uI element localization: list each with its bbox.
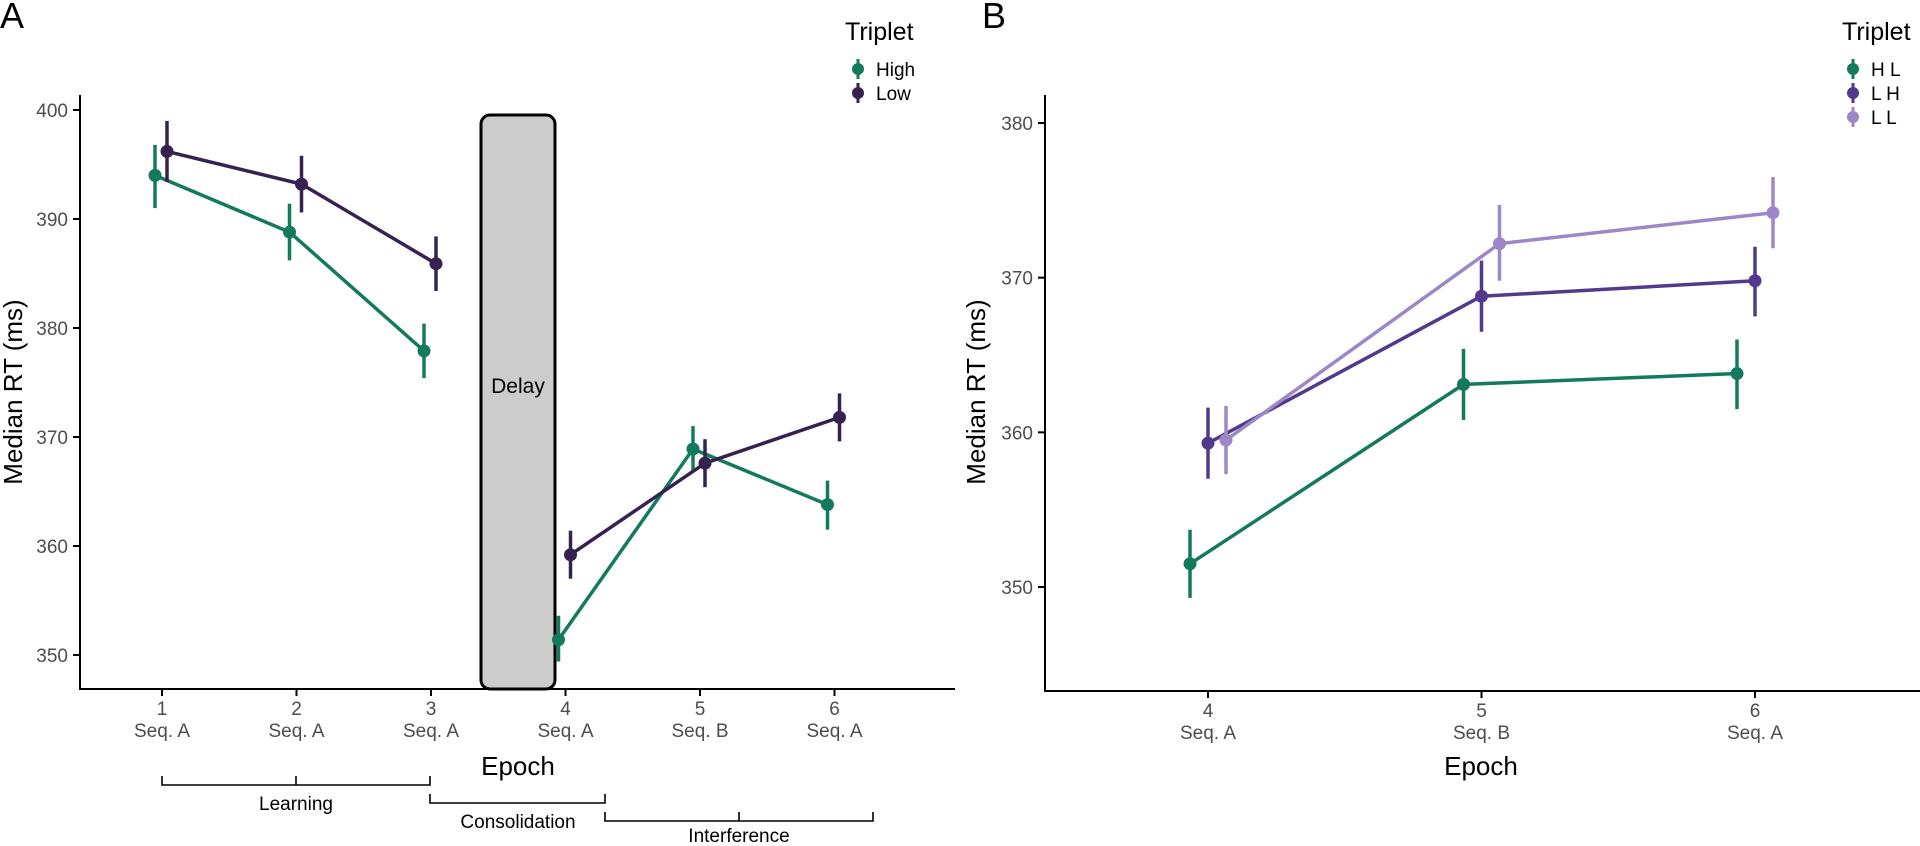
data-point [295,177,308,191]
x-tick-label-epoch: 1 [157,699,168,720]
phase-label-consolidation: Consolidation [460,812,575,833]
y-tick-label: 380 [36,319,68,340]
x-tick-label-sequence: Seq. A [807,721,863,742]
x-tick-label-epoch: 6 [829,699,840,720]
series-low [160,120,846,579]
x-tick-label-epoch: 2 [291,699,302,720]
y-tick-label: 360 [36,537,68,558]
legend-label: H L [1871,60,1901,81]
legend-key-point [1847,87,1859,99]
phase-brackets [161,776,874,822]
x-tick-label-sequence: Seq. B [1453,723,1510,744]
panel-a-x-axis-title: Epoch [481,751,555,781]
x-tick-label-epoch: 4 [560,699,571,720]
phase-label-learning: Learning [259,794,333,815]
data-point [1219,433,1233,447]
data-point [698,456,712,470]
bracket-consolidation [429,794,606,804]
y-tick-label: 360 [1001,423,1033,444]
data-point [1766,206,1780,220]
data-point [821,498,834,512]
phase-label-interference: Interference [688,826,789,846]
x-tick-label-sequence: Seq. B [671,721,728,742]
y-tick-label: 370 [1001,269,1033,290]
series-l-l [1219,177,1780,475]
y-tick-label: 390 [36,210,68,231]
panel-b-legend-title: Triplet [1842,18,1911,46]
x-tick-label-sequence: Seq. A [134,721,190,742]
legend-label: L L [1871,108,1897,129]
y-tick-label: 350 [36,646,68,667]
bracket-learning [161,776,431,786]
panel-b-label: B [982,0,1006,36]
data-point [833,410,846,424]
y-tick-label: 370 [36,428,68,449]
legend-key-point [1847,111,1859,123]
data-point [686,442,700,456]
x-tick-label-sequence: Seq. A [1727,723,1783,744]
series-line-high [154,173,426,353]
x-tick-label-epoch: 5 [695,699,706,720]
x-tick-label-sequence: Seq. A [1180,723,1236,744]
panel-b-legend: Triplet H L L H L L [1842,18,1911,129]
legend-key-point [852,87,864,99]
data-point [148,168,162,182]
data-point [160,144,174,158]
y-tick-label: 350 [1001,578,1033,599]
legend-key-point [852,63,864,75]
data-point [1475,289,1488,303]
legend-label: Low [876,84,911,105]
y-tick-label: 380 [1001,114,1033,135]
series-h-l [1183,339,1744,598]
x-tick-label-sequence: Seq. A [403,721,459,742]
data-point [417,344,431,358]
x-tick-label-epoch: 6 [1750,701,1761,722]
panel-b-y-axis-title: Median RT (ms) [961,299,991,484]
x-tick-label-epoch: 5 [1476,701,1487,722]
legend-label: High [876,60,915,81]
data-point [1201,436,1215,450]
data-point [1730,367,1744,381]
panel-b-x-axis-title: Epoch [1444,751,1518,781]
delay-box [479,113,557,691]
series-l-h [1201,246,1762,479]
legend-label: L H [1871,84,1900,105]
data-point [552,633,565,647]
data-point [564,548,577,562]
panel-a-y-axis-title: Median RT (ms) [0,299,28,484]
series-high [148,144,834,662]
panel-a-label: A [0,0,24,36]
data-point [283,225,296,239]
x-tick-label-sequence: Seq. A [538,721,594,742]
legend-item-low: Low [852,83,911,105]
delay-label: Delay [491,375,545,398]
series-line-high [557,447,829,641]
x-tick-label-sequence: Seq. A [269,721,325,742]
x-tick-label-epoch: 3 [426,699,437,720]
data-point [429,257,443,271]
legend-item-h-l: H L [1847,59,1901,81]
panel-a-legend: Triplet High Low [845,18,915,105]
bracket-interference [604,812,874,822]
x-tick-label-epoch: 4 [1203,701,1214,722]
data-point [1748,274,1762,288]
panel-a-legend-title: Triplet [845,18,914,46]
legend-key-point [1847,63,1859,75]
data-point [1457,377,1470,391]
legend-item-l-h: L H [1847,83,1900,105]
data-point [1183,557,1197,571]
y-tick-label: 400 [36,101,68,122]
legend-item-l-l: L L [1847,107,1897,129]
data-point [1493,237,1506,251]
legend-item-high: High [852,59,915,81]
